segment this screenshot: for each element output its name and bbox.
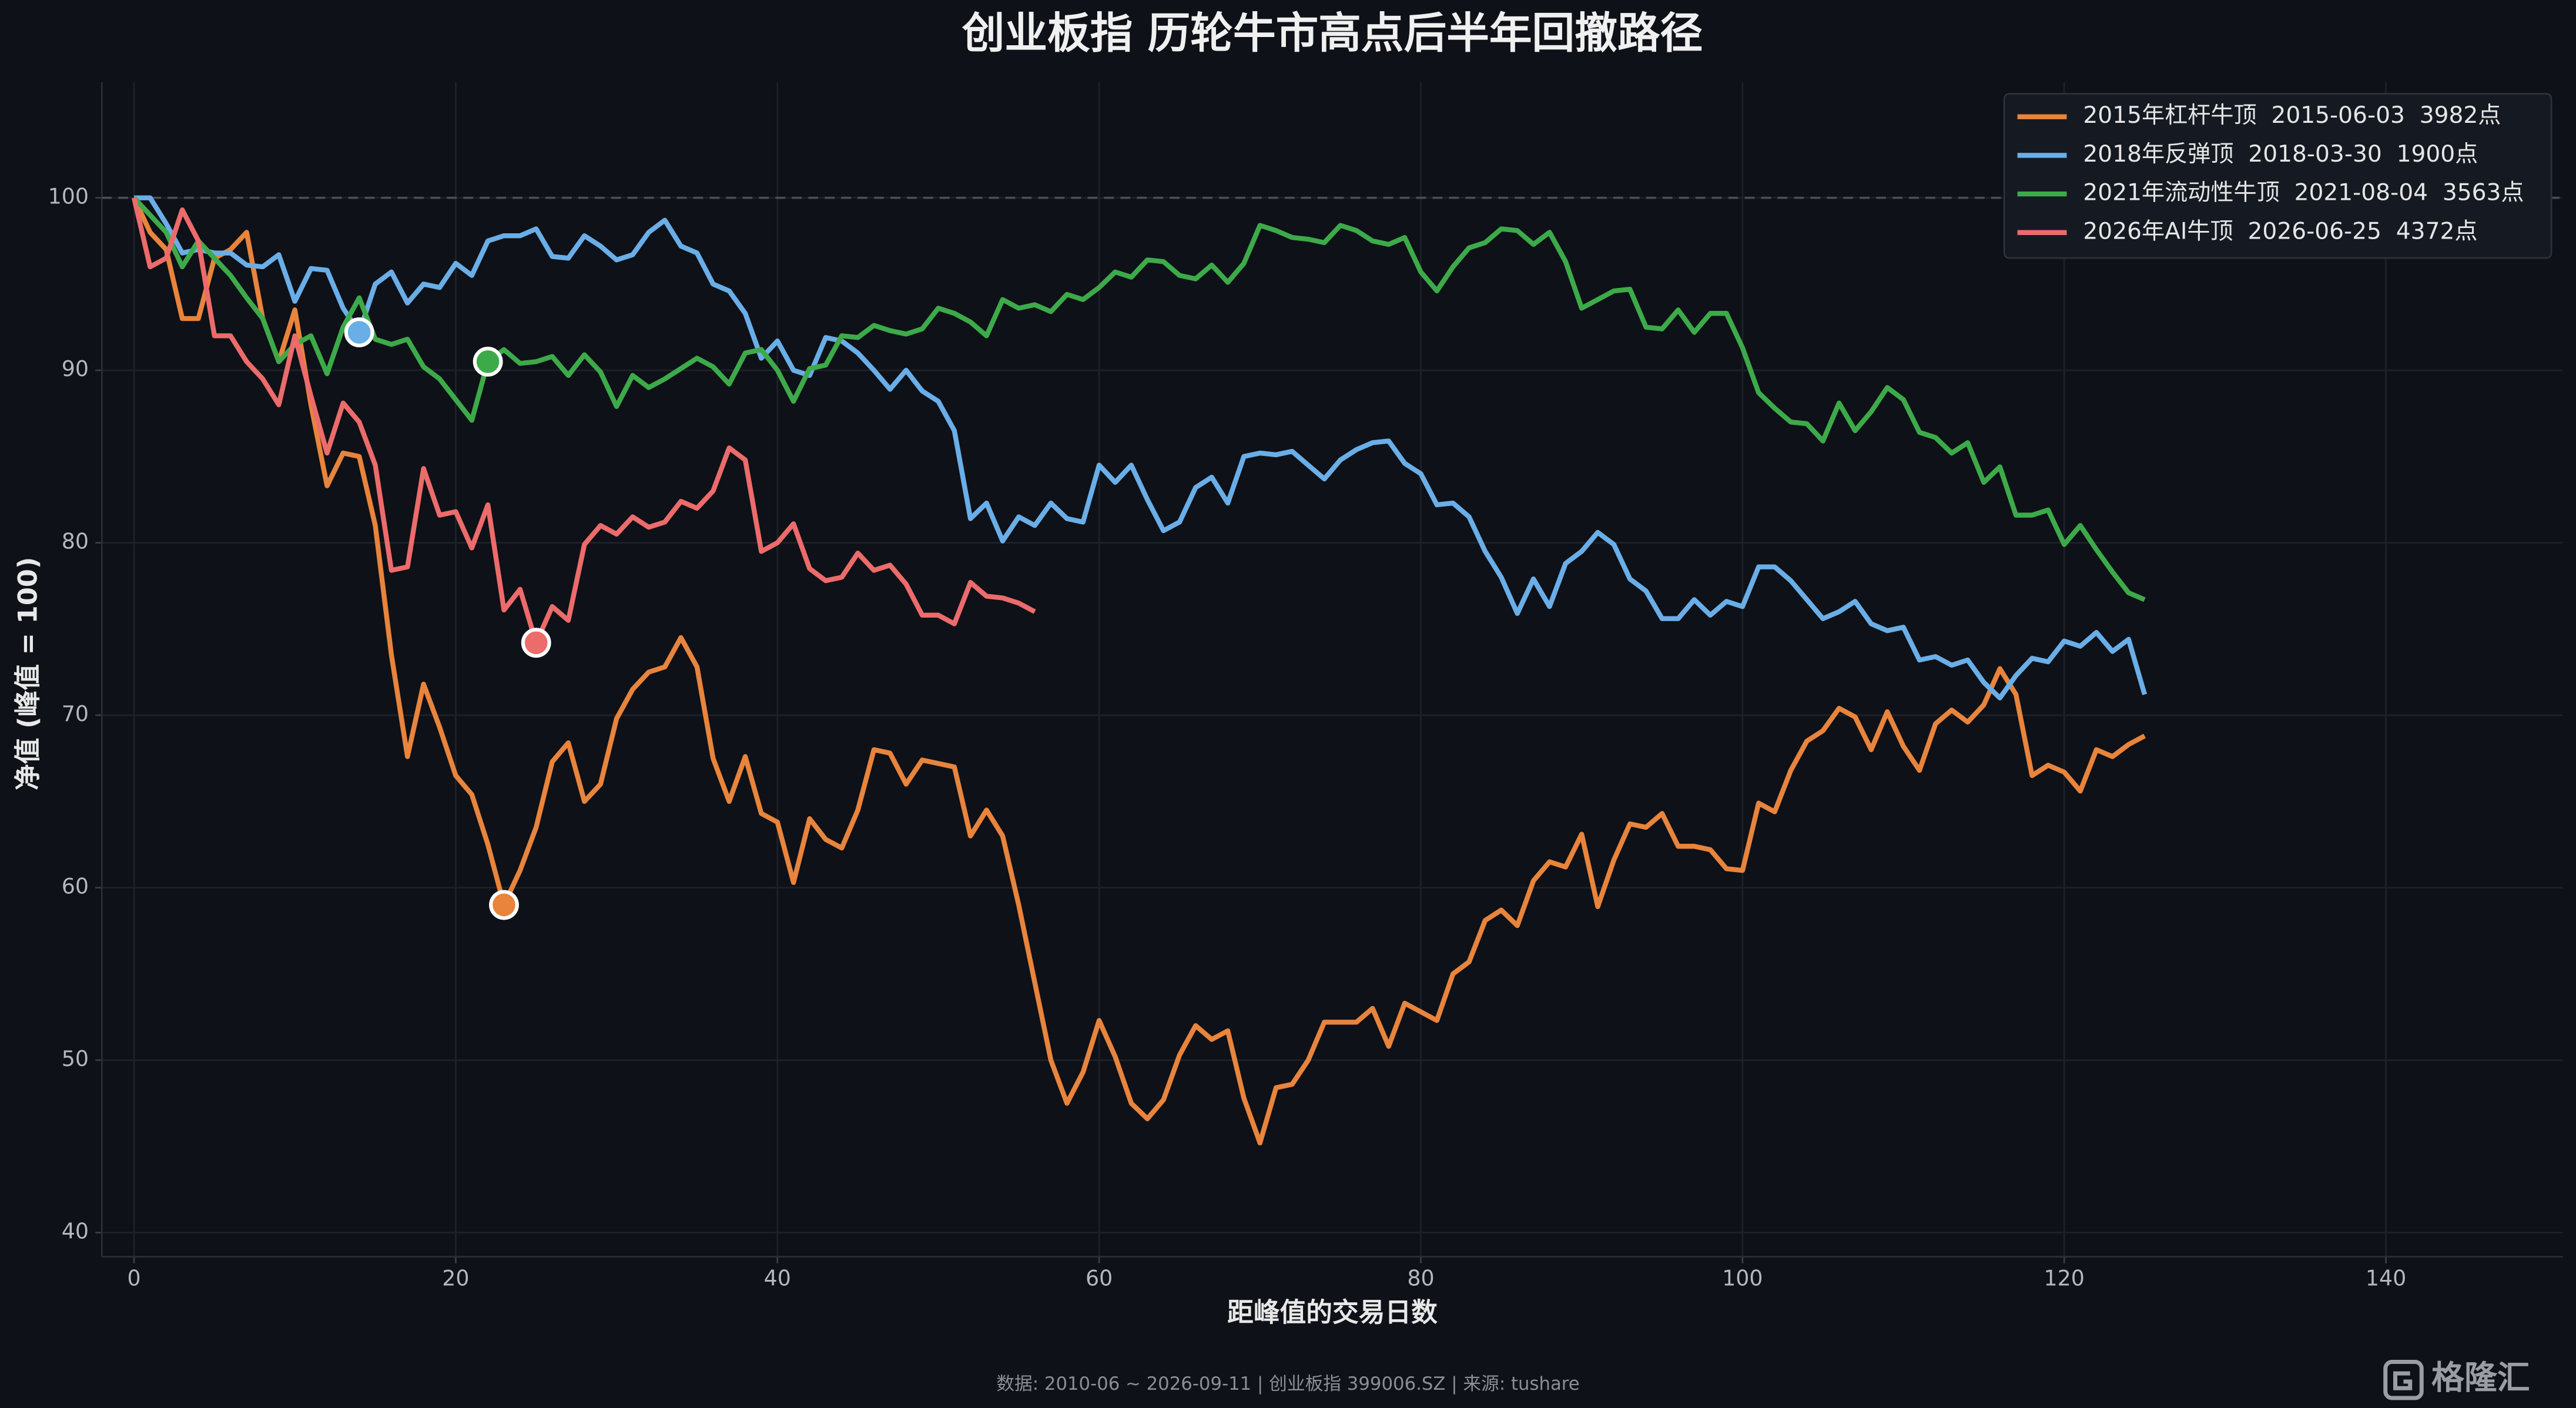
x-tick-label: 20 bbox=[442, 1266, 469, 1291]
legend-label: 2026年AI牛顶 2026-06-25 4372点 bbox=[2083, 218, 2477, 244]
legend-box bbox=[2003, 93, 2552, 259]
highlight-marker bbox=[344, 317, 374, 347]
y-tick-label: 50 bbox=[62, 1046, 89, 1071]
x-tick-label: 80 bbox=[1407, 1266, 1434, 1291]
y-tick-label: 100 bbox=[48, 184, 89, 209]
series-line bbox=[132, 196, 2146, 1146]
watermark-logo bbox=[2383, 1360, 2424, 1400]
legend-label: 2015年杠杆牛顶 2015-06-03 3982点 bbox=[2083, 102, 2501, 129]
y-tick-label: 70 bbox=[62, 701, 89, 726]
series-line bbox=[134, 195, 2148, 700]
watermark: 格隆汇 bbox=[2431, 1359, 2530, 1397]
y-axis-label: 净值 (峰值 = 100) bbox=[12, 557, 43, 790]
x-tick-label: 40 bbox=[764, 1266, 791, 1291]
legend-label: 2021年流动性牛顶 2021-08-04 3563点 bbox=[2083, 180, 2524, 206]
y-tick-label: 40 bbox=[62, 1219, 89, 1244]
x-tick-label: 0 bbox=[127, 1266, 140, 1291]
footer: 数据: 2010-06 ~ 2026-09-11 | 创业板指 399006.S… bbox=[996, 1373, 1579, 1394]
x-tick-label: 140 bbox=[2366, 1266, 2406, 1291]
y-tick-label: 60 bbox=[62, 874, 89, 899]
x-tick-label: 120 bbox=[2044, 1266, 2085, 1291]
highlight-marker bbox=[521, 628, 551, 658]
x-axis-label: 距峰值的交易日数 bbox=[1227, 1296, 1438, 1327]
logo-icon bbox=[2383, 1360, 2424, 1400]
series-line bbox=[131, 197, 1036, 646]
highlight-marker bbox=[489, 890, 519, 920]
x-tick-label: 100 bbox=[1722, 1266, 1763, 1291]
highlight-marker bbox=[473, 346, 503, 377]
legend-label: 2018年反弹顶 2018-03-30 1900点 bbox=[2083, 141, 2478, 167]
plot-area: 40 50 60 70 80 90 100 0 20 40 60 80 100 120 140 bbox=[48, 82, 2563, 1291]
chart-title: 创业板指 历轮牛市高点后半年回撤路径 bbox=[962, 9, 1703, 59]
x-tick-label: 60 bbox=[1086, 1266, 1113, 1291]
series-line bbox=[132, 196, 2146, 602]
y-tick-label: 80 bbox=[62, 529, 89, 554]
y-tick-label: 90 bbox=[62, 356, 89, 381]
logo-glyph bbox=[2393, 1371, 2413, 1390]
